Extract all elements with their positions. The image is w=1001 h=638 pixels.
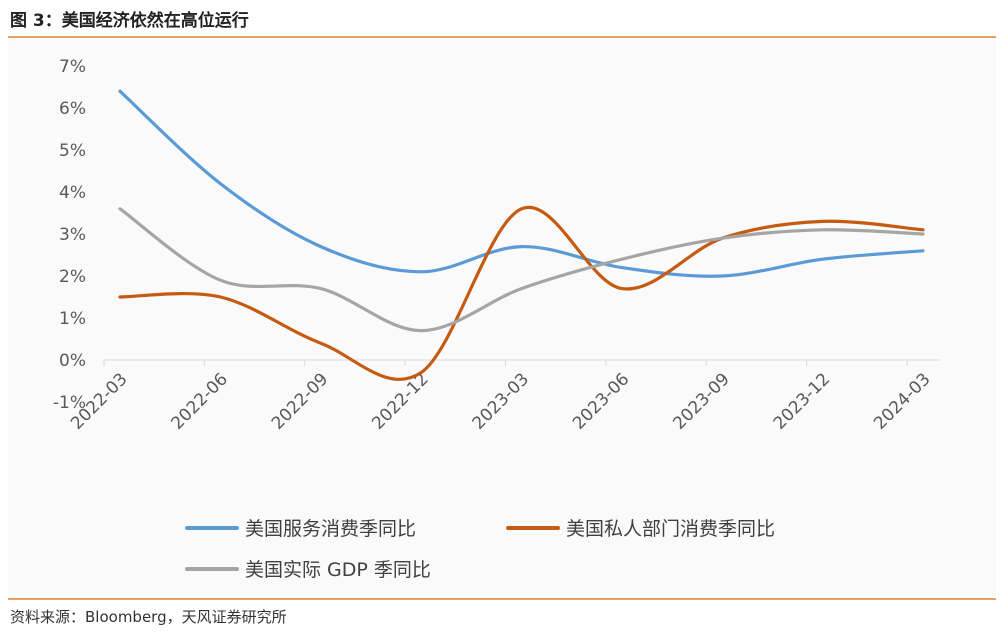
x-tick-label: 2023-06 bbox=[569, 369, 633, 433]
plot-background bbox=[8, 40, 996, 596]
x-tick-label: 2023-12 bbox=[770, 369, 834, 433]
source-note: 资料来源：Bloomberg，天风证券研究所 bbox=[10, 608, 287, 626]
y-tick-label: 7% bbox=[59, 57, 86, 77]
y-tick-label: 0% bbox=[59, 351, 86, 371]
legend-label: 美国私人部门消费季同比 bbox=[566, 518, 775, 540]
y-tick-label: 1% bbox=[59, 309, 86, 329]
series-lines bbox=[118, 89, 925, 381]
x-tick-label: 2023-03 bbox=[469, 369, 533, 433]
figure-title: 图 3：美国经济依然在高位运行 bbox=[10, 11, 249, 31]
y-tick-label: 6% bbox=[59, 99, 86, 119]
series-line-3 bbox=[118, 207, 925, 333]
legend-label: 美国实际 GDP 季同比 bbox=[245, 559, 431, 581]
legend-label: 美国服务消费季同比 bbox=[245, 518, 416, 540]
source-divider bbox=[8, 598, 996, 600]
series-line-2 bbox=[118, 205, 925, 381]
x-tick-label: 2022-09 bbox=[268, 369, 332, 433]
x-tick-label: 2024-03 bbox=[870, 369, 934, 433]
x-tick-label: 2022-06 bbox=[168, 369, 232, 433]
x-axis-ticks: 2022-03 2022-06 2022-09 2022-12 2023-03 2023-… bbox=[67, 360, 935, 434]
title-divider bbox=[8, 36, 996, 38]
series-line-1 bbox=[118, 89, 925, 278]
y-tick-label: 2% bbox=[59, 267, 86, 287]
y-tick-label: 3% bbox=[59, 225, 86, 245]
y-tick-label: 4% bbox=[59, 183, 86, 203]
y-tick-label: -1% bbox=[53, 393, 86, 413]
x-tick-label: 2023-09 bbox=[669, 369, 733, 433]
y-axis-ticks: 7% 6% 5% 4% 3% 2% 1% 0% -1% bbox=[53, 57, 86, 413]
y-tick-label: 5% bbox=[59, 141, 86, 161]
line-chart: 7%6%5%4%3%2%1%0%-1% 2022-03 2022-06 2022-0… bbox=[53, 57, 940, 581]
